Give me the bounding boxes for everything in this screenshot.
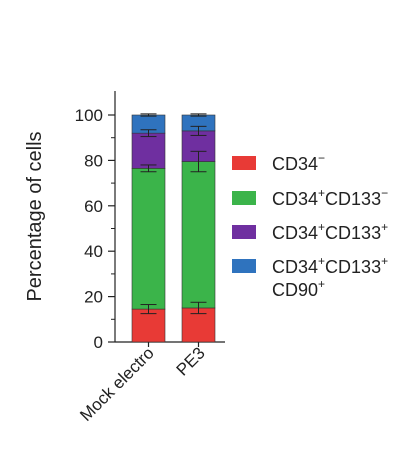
legend-text: +: [381, 220, 388, 234]
x-tick-label: PE3: [173, 343, 209, 379]
y-tick-label: 40: [84, 242, 103, 261]
legend-swatch-cd34pos_cd133pos: [232, 225, 256, 239]
legend-text: CD34: [272, 154, 318, 174]
error-bars: [140, 113, 207, 315]
legend-swatch-cd34pos_cd133neg: [232, 191, 256, 205]
y-tick-label: 0: [94, 333, 103, 352]
legend-swatch-cd34neg: [232, 156, 256, 170]
legend-text: CD90: [272, 280, 318, 300]
legend-text: −: [318, 151, 325, 165]
bars: [131, 114, 216, 343]
legend-swatch-cd34pos_cd133pos_cd90pos: [232, 259, 256, 273]
legend-text: +: [318, 186, 325, 200]
legend-text: CD133: [325, 189, 381, 209]
legend-label-cd34neg: CD34−: [272, 151, 325, 174]
bar-segment-cd34pos_cd133pos: [131, 132, 166, 169]
legend-text: +: [318, 254, 325, 268]
legend-text: CD34: [272, 189, 318, 209]
y-tick-label: 80: [84, 151, 103, 170]
legend-text: +: [318, 277, 325, 291]
y-axis-title: Percentage of cells: [24, 131, 46, 301]
legend-text: CD34: [272, 223, 318, 243]
legend-label-line2-cd34pos_cd133pos_cd90pos: CD90+: [272, 277, 325, 300]
legend-label-cd34pos_cd133pos_cd90pos: CD34+CD133+: [272, 254, 388, 277]
x-tick-label: Mock electro: [76, 343, 158, 425]
legend-text: CD133: [325, 257, 381, 277]
y-tick-label: 20: [84, 288, 103, 307]
legend-text: +: [318, 220, 325, 234]
legend-text: CD133: [325, 223, 381, 243]
legend-text: CD34: [272, 257, 318, 277]
y-tick-label: 100: [75, 106, 103, 125]
bar-segment-cd34pos_cd133neg: [181, 161, 216, 309]
bar-segment-cd34pos_cd133neg: [131, 168, 166, 310]
legend-label-cd34pos_cd133pos: CD34+CD133+: [272, 220, 388, 243]
legend: CD34−CD34+CD133−CD34+CD133+CD34+CD133+CD…: [232, 151, 388, 300]
legend-label-cd34pos_cd133neg: CD34+CD133−: [272, 186, 388, 209]
legend-text: +: [381, 254, 388, 268]
bar-segment-cd34neg: [131, 308, 166, 343]
legend-text: −: [381, 186, 388, 200]
y-tick-label: 60: [84, 197, 103, 216]
